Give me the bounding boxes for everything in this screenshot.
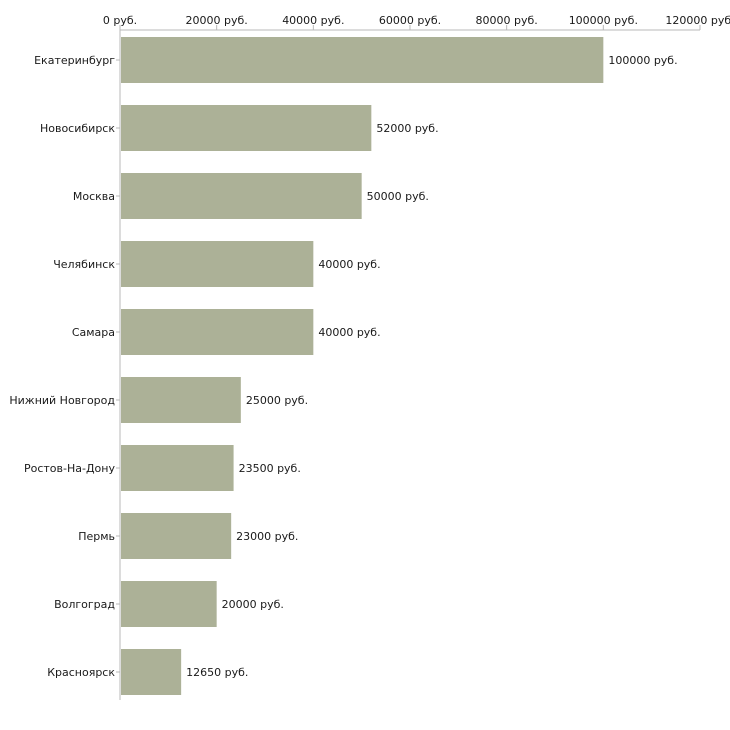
x-tick-label: 120000 руб. — [665, 14, 730, 27]
x-tick-label: 0 руб. — [103, 14, 137, 27]
bar — [121, 445, 234, 491]
bar — [121, 241, 314, 287]
value-label: 52000 руб. — [376, 122, 438, 135]
category-label: Пермь — [78, 530, 115, 543]
value-label: 50000 руб. — [367, 190, 429, 203]
bar — [121, 377, 241, 423]
bars: 100000 руб. 52000 руб. 50000 руб. 40000 руб… — [121, 37, 678, 695]
value-label: 23500 руб. — [239, 462, 301, 475]
category-label: Самара — [72, 326, 115, 339]
x-tick-label: 60000 руб. — [379, 14, 441, 27]
category-label: Красноярск — [47, 666, 115, 679]
x-axis: 0 руб. 20000 руб. 40000 руб. 60000 руб. 8000… — [103, 14, 730, 31]
value-label: 23000 руб. — [236, 530, 298, 543]
bar — [121, 581, 217, 627]
value-label: 100000 руб. — [608, 54, 677, 67]
x-tick-label: 80000 руб. — [476, 14, 538, 27]
bar — [121, 37, 604, 83]
value-label: 12650 руб. — [186, 666, 248, 679]
x-tick-label: 100000 руб. — [569, 14, 638, 27]
value-label: 40000 руб. — [318, 326, 380, 339]
value-label: 20000 руб. — [222, 598, 284, 611]
y-axis: Екатеринбург Новосибирск Москва Челябинск Са… — [9, 30, 121, 700]
bar — [121, 309, 314, 355]
bar — [121, 173, 362, 219]
category-label: Новосибирск — [40, 122, 115, 135]
category-label: Нижний Новгород — [9, 394, 115, 407]
bar — [121, 105, 372, 151]
bar — [121, 649, 182, 695]
x-tick-label: 40000 руб. — [282, 14, 344, 27]
value-label: 25000 руб. — [246, 394, 308, 407]
category-label: Ростов-На-Дону — [24, 462, 115, 475]
bar — [121, 513, 232, 559]
category-label: Волгоград — [54, 598, 115, 611]
x-tick-label: 20000 руб. — [186, 14, 248, 27]
value-label: 40000 руб. — [318, 258, 380, 271]
category-label: Москва — [73, 190, 115, 203]
category-label: Екатеринбург — [34, 54, 115, 67]
category-label: Челябинск — [53, 258, 115, 271]
